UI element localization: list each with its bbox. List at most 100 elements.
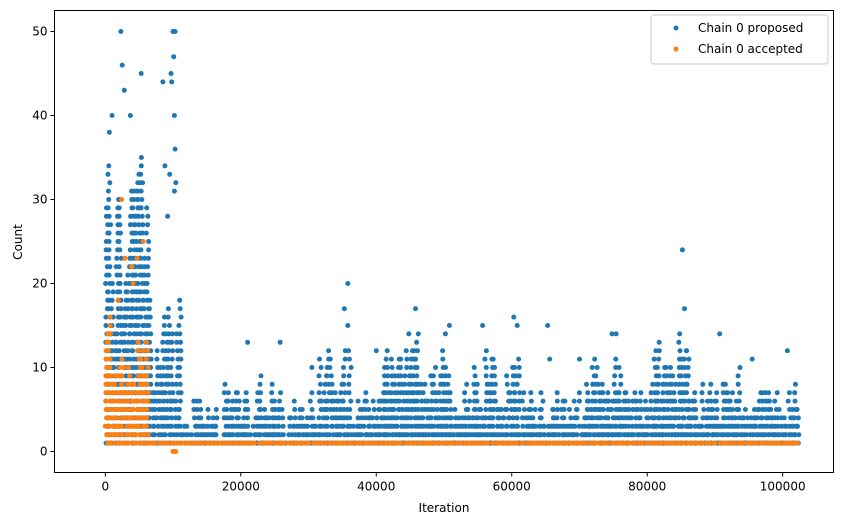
accepted-point [130, 415, 136, 421]
proposed-point [178, 356, 184, 362]
proposed-point [144, 205, 150, 211]
proposed-point [538, 415, 544, 421]
proposed-point [538, 407, 544, 412]
proposed-point [117, 247, 123, 253]
proposed-point [585, 398, 591, 404]
proposed-point [722, 415, 728, 421]
proposed-point [736, 407, 742, 412]
proposed-point [667, 390, 673, 396]
proposed-point [205, 407, 211, 412]
proposed-point [516, 365, 522, 370]
accepted-point [520, 440, 526, 446]
accepted-point [398, 440, 404, 446]
proposed-point [161, 323, 167, 328]
proposed-point [618, 373, 624, 379]
proposed-point [135, 323, 141, 328]
y-tick-label: 10 [32, 361, 47, 375]
proposed-point [258, 407, 263, 412]
proposed-point [499, 423, 505, 429]
proposed-point [279, 407, 285, 412]
proposed-point [501, 415, 507, 421]
proposed-point [123, 281, 129, 286]
proposed-point [236, 407, 242, 412]
proposed-point [492, 365, 497, 370]
proposed-point [413, 306, 418, 312]
proposed-point [127, 356, 133, 362]
accepted-point [108, 331, 113, 337]
accepted-point [542, 440, 548, 446]
proposed-point [106, 163, 112, 169]
proposed-point [125, 297, 131, 303]
proposed-point [420, 390, 426, 396]
accepted-point [124, 398, 130, 404]
proposed-point [269, 390, 275, 396]
proposed-point [408, 381, 414, 387]
accepted-point [138, 356, 144, 362]
proposed-point [384, 398, 390, 404]
proposed-point [714, 390, 720, 396]
proposed-point [616, 365, 622, 370]
proposed-point [415, 407, 421, 412]
proposed-point [601, 432, 607, 438]
proposed-point [292, 415, 298, 421]
proposed-point [585, 390, 591, 396]
proposed-point [618, 381, 624, 387]
proposed-point [221, 390, 227, 396]
proposed-point [609, 407, 615, 412]
proposed-point [130, 297, 136, 303]
proposed-point [305, 432, 311, 438]
proposed-point [383, 356, 389, 362]
proposed-point [133, 239, 139, 244]
accepted-point [195, 440, 201, 446]
proposed-point [173, 398, 179, 404]
proposed-point [294, 423, 300, 429]
proposed-point [665, 423, 671, 429]
proposed-point [159, 381, 165, 387]
proposed-point [528, 398, 534, 404]
proposed-point [384, 365, 390, 370]
proposed-point [388, 390, 394, 396]
proposed-point [138, 205, 144, 211]
proposed-point [118, 255, 124, 261]
proposed-point [796, 432, 802, 438]
proposed-point [167, 323, 172, 328]
y-tick-label: 40 [32, 109, 47, 123]
accepted-point [109, 407, 115, 412]
proposed-point [154, 381, 160, 387]
proposed-point [408, 415, 414, 421]
y-tick-label: 0 [40, 445, 48, 459]
accepted-point [567, 440, 573, 446]
proposed-point [392, 373, 398, 379]
x-tick-label: 100000 [760, 480, 806, 494]
accepted-point [141, 432, 147, 438]
accepted-point [140, 348, 146, 354]
proposed-point [125, 339, 131, 345]
accepted-point [228, 440, 234, 446]
proposed-point [347, 407, 353, 412]
proposed-point [133, 230, 139, 236]
proposed-point [409, 423, 415, 429]
proposed-point [685, 373, 691, 379]
accepted-point [119, 381, 125, 387]
accepted-point [458, 440, 464, 446]
accepted-point [129, 440, 134, 446]
proposed-point [452, 407, 458, 412]
proposed-point [735, 381, 741, 387]
accepted-point [143, 423, 149, 429]
proposed-point [414, 398, 420, 404]
accepted-point [111, 398, 117, 404]
proposed-point [425, 398, 431, 404]
proposed-point [146, 239, 152, 244]
proposed-point [258, 390, 264, 396]
proposed-point [130, 339, 136, 345]
proposed-point [170, 348, 176, 354]
proposed-point [140, 180, 146, 186]
accepted-point [125, 381, 131, 387]
proposed-point [384, 348, 390, 354]
proposed-point [139, 230, 145, 236]
proposed-point [774, 390, 780, 396]
proposed-point [321, 390, 327, 396]
proposed-point [127, 247, 133, 253]
proposed-point [224, 407, 230, 412]
